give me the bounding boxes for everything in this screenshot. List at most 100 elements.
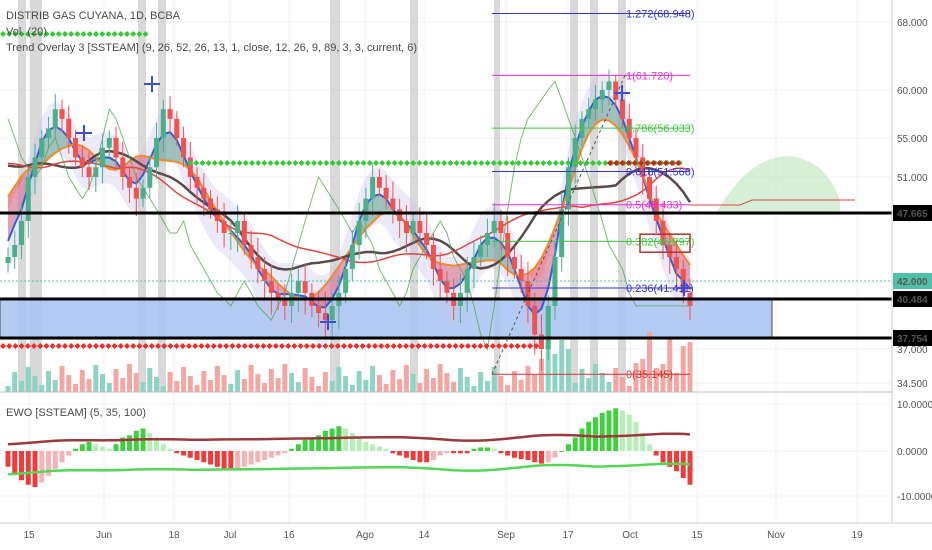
cross-marker-0	[76, 125, 92, 141]
candle-15	[106, 130, 112, 156]
fib-label-0: 1.272(68.948)	[626, 8, 695, 20]
ewo-histogram	[5, 408, 693, 487]
ewo-bar-1	[12, 451, 18, 474]
ewo-bar-73	[498, 451, 504, 454]
ewo-bar-35	[241, 451, 247, 467]
ewo-bar-101	[687, 451, 693, 485]
time-tick-9: Oct	[622, 530, 638, 541]
ewo-bar-31	[214, 451, 220, 467]
volume-bar-55	[376, 375, 382, 392]
candle-17	[120, 141, 126, 190]
trend-cloud-seg-46	[318, 284, 326, 308]
volume-bar-93	[633, 363, 639, 392]
volume-bar-24	[167, 372, 173, 392]
volume-bar-36	[248, 365, 254, 392]
volume-bar-56	[383, 384, 389, 392]
volume-bar-87	[592, 364, 598, 392]
ewo-bar-97	[660, 451, 666, 463]
ewo-bar-12	[86, 442, 92, 451]
time-tick-1: Jun	[96, 530, 112, 541]
svg-text:42.000: 42.000	[897, 277, 928, 288]
volume-bar-58	[397, 379, 403, 392]
ewo-bar-79	[538, 451, 544, 464]
volume-bar-23	[160, 386, 166, 392]
candle-96	[653, 185, 659, 233]
volume-bar-96	[653, 368, 659, 392]
ewo-bar-32	[221, 451, 227, 469]
level-lines	[0, 211, 892, 340]
ewo-bar-59	[403, 451, 409, 458]
candle-55	[376, 169, 382, 197]
fibonacci-retracement: 1.272(68.948) 1(61.720) 0.786(56.033) 0.618…	[491, 8, 695, 381]
volume-bar-54	[370, 366, 376, 392]
candle-19	[133, 173, 139, 217]
volume-bar-89	[606, 382, 612, 392]
ewo-bar-71	[484, 447, 490, 451]
volume-bar-94	[640, 359, 646, 392]
volume-bar-77	[525, 366, 531, 392]
candle-77	[525, 261, 531, 324]
volume-bar-86	[586, 378, 592, 392]
candle-87	[592, 84, 598, 121]
ewo-bar-36	[248, 451, 254, 465]
fib-label-5: 0.382(45.297)	[626, 236, 695, 248]
volume-bar-82	[559, 340, 565, 392]
candle-18	[127, 167, 133, 203]
volume-bar-91	[619, 377, 625, 392]
highlight-band-3	[158, 0, 166, 392]
ewo-bar-23	[160, 444, 166, 451]
fib-label-7: 0(35.145)	[626, 369, 673, 381]
volume-bar-68	[464, 377, 470, 392]
ewo-bar-3	[25, 451, 31, 485]
time-axis: 15 Jun 18 Jul 16 Ago 14 Sep 17 Oct 15 Nov 19	[23, 530, 863, 541]
price-tick-1: 60.000	[897, 86, 928, 97]
volume-bar-97	[660, 364, 666, 392]
ewo-bar-42	[289, 448, 295, 451]
ewo-bar-8	[59, 451, 65, 463]
ewo-bar-14	[100, 446, 106, 451]
candle-36	[248, 230, 254, 269]
candle-64	[437, 252, 443, 301]
candle-76	[518, 254, 524, 293]
volume-bar-21	[147, 368, 153, 392]
volume-bar-28	[194, 385, 200, 392]
top-diamond-row	[0, 31, 149, 37]
candle-81	[552, 242, 558, 321]
volume-bar-74	[505, 385, 511, 392]
cross-marker-3	[614, 85, 630, 101]
price-tick-2: 55.000	[897, 134, 928, 145]
ewo-bar-56	[383, 448, 389, 451]
candle-90	[613, 74, 619, 108]
volume-bar-60	[410, 374, 416, 392]
volume-bars	[5, 332, 693, 392]
volume-bar-32	[221, 375, 227, 392]
volume-bar-3	[25, 367, 31, 392]
volume-bar-26	[181, 367, 187, 392]
ewo-bar-38	[262, 451, 268, 460]
candle-9	[66, 105, 72, 154]
volume-bar-2	[19, 381, 25, 392]
price-tick-4: 47.665	[893, 205, 932, 221]
ewo-bar-68	[464, 451, 470, 454]
price-tick-5: 42.000	[893, 273, 932, 289]
volume-bar-84	[572, 383, 578, 392]
price-tick-8: 37.000	[897, 345, 928, 356]
ewo-bar-99	[673, 451, 679, 472]
volume-bar-35	[241, 379, 247, 392]
time-tick-12: 19	[851, 530, 863, 541]
ewo-bar-61	[417, 451, 423, 463]
candle-27	[187, 141, 193, 190]
candle-23	[160, 99, 166, 152]
future-baseline	[690, 199, 855, 206]
cross-marker-4	[676, 280, 692, 296]
highlight-band-6	[494, 0, 500, 392]
volume-bar-70	[478, 372, 484, 392]
ewo-bar-89	[606, 410, 612, 451]
volume-bar-8	[59, 366, 65, 392]
candle-72	[491, 202, 497, 248]
candle-86	[586, 97, 592, 129]
bottom-diamond-row	[0, 343, 540, 349]
ewo-bar-21	[147, 433, 153, 451]
volume-bar-6	[46, 371, 52, 392]
